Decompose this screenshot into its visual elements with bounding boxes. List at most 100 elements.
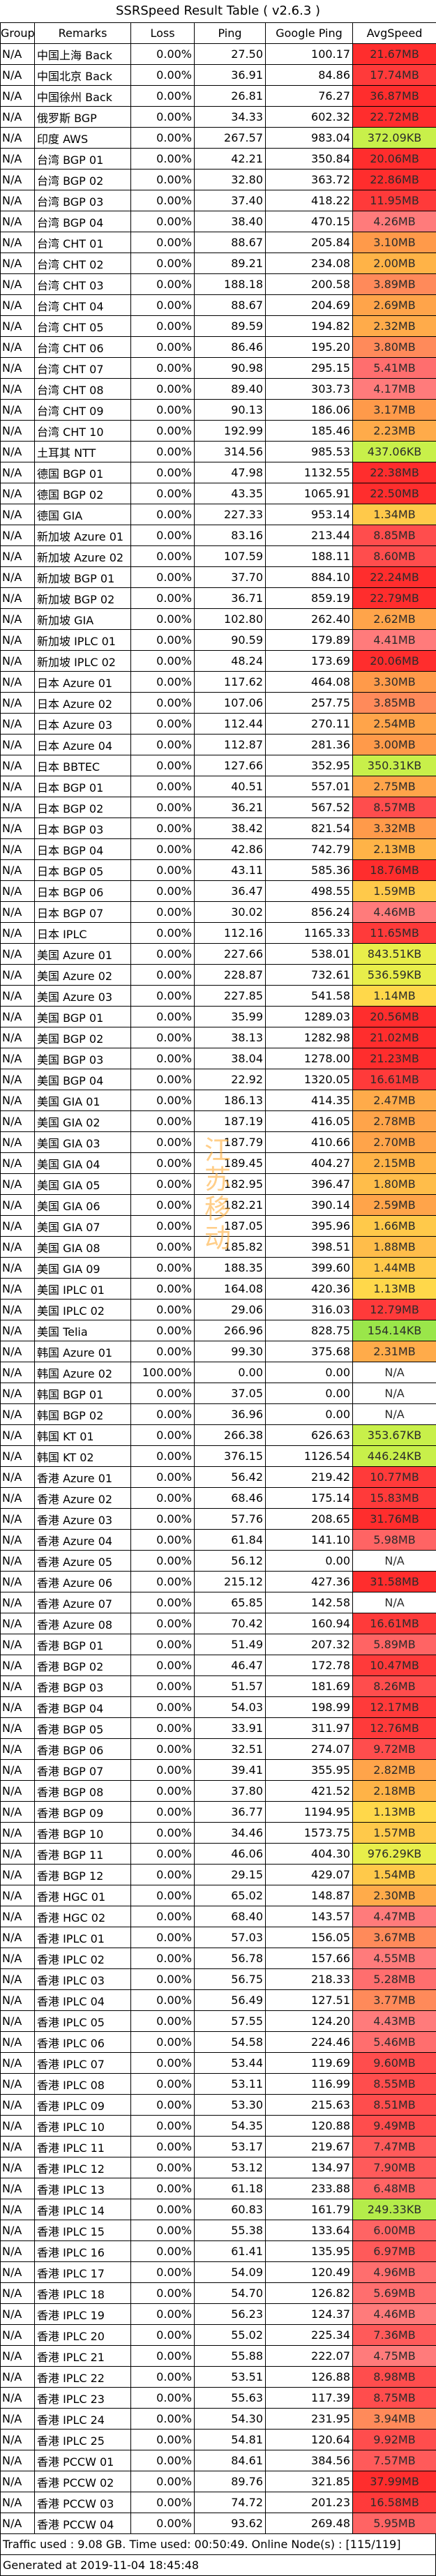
cell-ping: 51.49 <box>195 1634 266 1655</box>
cell-ping: 30.02 <box>195 902 266 923</box>
cell-loss: 0.00% <box>131 211 195 232</box>
cell-group: N/A <box>1 2053 35 2074</box>
cell-google-ping: 274.07 <box>266 1739 353 1760</box>
cell-remarks: 香港 Azure 02 <box>35 1488 131 1509</box>
cell-remarks: 新加坡 BGP 01 <box>35 567 131 588</box>
cell-ping: 40.51 <box>195 776 266 797</box>
cell-ping: 189.45 <box>195 1153 266 1174</box>
cell-loss: 0.00% <box>131 2325 195 2346</box>
cell-google-ping: 120.49 <box>266 2262 353 2283</box>
cell-loss: 0.00% <box>131 735 195 755</box>
cell-remarks: 台湾 CHT 09 <box>35 400 131 421</box>
cell-remarks: 香港 IPLC 07 <box>35 2053 131 2074</box>
cell-google-ping: 884.10 <box>266 567 353 588</box>
cell-ping: 54.30 <box>195 2409 266 2430</box>
cell-group: N/A <box>1 1153 35 1174</box>
cell-group: N/A <box>1 295 35 316</box>
cell-ping: 26.81 <box>195 86 266 107</box>
cell-remarks: 美国 GIA 07 <box>35 1216 131 1237</box>
cell-ping: 37.80 <box>195 1781 266 1802</box>
cell-remarks: 香港 BGP 01 <box>35 1634 131 1655</box>
cell-remarks: 香港 IPLC 04 <box>35 1990 131 2011</box>
cell-group: N/A <box>1 2157 35 2178</box>
cell-ping: 89.76 <box>195 2471 266 2492</box>
cell-group: N/A <box>1 107 35 128</box>
cell-avg-speed: 372.09KB <box>353 128 436 149</box>
cell-ping: 33.91 <box>195 1718 266 1739</box>
cell-ping: 93.62 <box>195 2513 266 2534</box>
cell-ping: 35.99 <box>195 1007 266 1027</box>
cell-avg-speed: 18.76MB <box>353 860 436 881</box>
cell-avg-speed: 2.78MB <box>353 1111 436 1132</box>
cell-ping: 182.95 <box>195 1174 266 1195</box>
cell-ping: 46.47 <box>195 1655 266 1676</box>
cell-avg-speed: 1.66MB <box>353 1216 436 1237</box>
cell-loss: 0.00% <box>131 253 195 274</box>
cell-remarks: 新加坡 GIA <box>35 609 131 630</box>
cell-google-ping: 1126.54 <box>266 1446 353 1467</box>
cell-group: N/A <box>1 2367 35 2388</box>
cell-google-ping: 352.95 <box>266 755 353 776</box>
cell-loss: 0.00% <box>131 2513 195 2534</box>
cell-ping: 29.06 <box>195 1300 266 1320</box>
cell-ping: 55.02 <box>195 2325 266 2346</box>
cell-ping: 36.71 <box>195 588 266 609</box>
cell-avg-speed: 1.34MB <box>353 504 436 525</box>
cell-avg-speed: 1.14MB <box>353 986 436 1007</box>
cell-group: N/A <box>1 2325 35 2346</box>
cell-loss: 0.00% <box>131 1216 195 1237</box>
cell-loss: 0.00% <box>131 2262 195 2283</box>
cell-remarks: 香港 IPLC 19 <box>35 2304 131 2325</box>
cell-loss: 0.00% <box>131 1990 195 2011</box>
cell-loss: 0.00% <box>131 1739 195 1760</box>
cell-ping: 34.33 <box>195 107 266 128</box>
cell-avg-speed: 2.82MB <box>353 1760 436 1781</box>
cell-google-ping: 120.88 <box>266 2116 353 2137</box>
cell-group: N/A <box>1 1760 35 1781</box>
cell-google-ping: 198.99 <box>266 1697 353 1718</box>
cell-group: N/A <box>1 1634 35 1655</box>
cell-avg-speed: 37.99MB <box>353 2471 436 2492</box>
cell-avg-speed: 17.74MB <box>353 65 436 86</box>
cell-loss: 0.00% <box>131 295 195 316</box>
cell-group: N/A <box>1 902 35 923</box>
cell-loss: 0.00% <box>131 1300 195 1320</box>
cell-ping: 34.46 <box>195 1823 266 1844</box>
cell-group: N/A <box>1 2178 35 2199</box>
cell-avg-speed: 1.54MB <box>353 1865 436 1885</box>
cell-group: N/A <box>1 609 35 630</box>
cell-remarks: 台湾 CHT 03 <box>35 274 131 295</box>
cell-avg-speed: 9.72MB <box>353 1739 436 1760</box>
cell-avg-speed: 22.72MB <box>353 107 436 128</box>
cell-google-ping: 143.57 <box>266 1906 353 1927</box>
cell-loss: 0.00% <box>131 1906 195 1927</box>
cell-group: N/A <box>1 588 35 609</box>
cell-loss: 0.00% <box>131 337 195 358</box>
cell-remarks: 韩国 KT 01 <box>35 1425 131 1446</box>
cell-avg-speed: 5.69MB <box>353 2283 436 2304</box>
cell-avg-speed: 3.30MB <box>353 672 436 693</box>
cell-avg-speed: 1.88MB <box>353 1237 436 1258</box>
cell-loss: 0.00% <box>131 1174 195 1195</box>
cell-group: N/A <box>1 1320 35 1341</box>
cell-loss: 0.00% <box>131 965 195 986</box>
cell-avg-speed: 5.95MB <box>353 2513 436 2534</box>
cell-remarks: 香港 Azure 04 <box>35 1530 131 1551</box>
cell-avg-speed: 536.59KB <box>353 965 436 986</box>
cell-loss: 0.00% <box>131 1153 195 1174</box>
cell-google-ping: 231.95 <box>266 2409 353 2430</box>
cell-group: N/A <box>1 797 35 818</box>
